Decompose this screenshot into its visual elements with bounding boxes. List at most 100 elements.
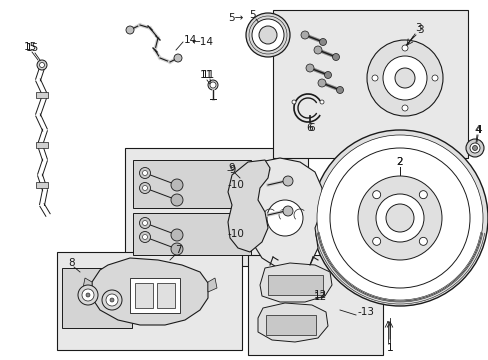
Circle shape [317,79,325,87]
Circle shape [301,31,308,39]
Text: 11: 11 [199,70,212,80]
Circle shape [86,293,90,297]
Bar [36,92,48,98]
Circle shape [283,206,292,216]
Circle shape [401,45,407,51]
Circle shape [371,75,377,81]
Circle shape [78,285,98,305]
Text: 7: 7 [174,245,181,255]
Circle shape [471,145,476,150]
Text: 4: 4 [474,125,480,135]
Bar [130,278,180,313]
Circle shape [469,143,479,153]
Polygon shape [92,258,207,325]
Text: 2: 2 [396,157,403,167]
Polygon shape [246,158,321,272]
Circle shape [385,204,413,232]
Text: -9: -9 [226,165,237,175]
Circle shape [106,294,118,306]
Bar [272,10,467,158]
Circle shape [171,229,183,241]
Circle shape [82,289,94,301]
Text: 11: 11 [201,70,214,80]
Circle shape [431,75,437,81]
Circle shape [366,40,442,116]
Circle shape [110,298,114,302]
Text: 15: 15 [23,42,37,52]
Circle shape [291,100,295,104]
Circle shape [336,86,343,94]
Circle shape [171,194,183,206]
Circle shape [259,26,276,44]
Text: 2: 2 [396,157,403,167]
Circle shape [316,135,482,301]
Circle shape [266,200,303,236]
Bar [247,255,382,355]
Circle shape [319,39,326,45]
Polygon shape [227,160,269,252]
Polygon shape [260,263,331,302]
Bar [62,268,132,328]
Circle shape [40,63,44,68]
Bar [133,213,250,255]
Bar [133,160,250,208]
Circle shape [174,54,182,62]
Text: 5: 5 [248,10,255,20]
Bar [57,252,242,350]
Text: -10: -10 [227,229,244,239]
Circle shape [357,176,441,260]
Circle shape [251,19,284,51]
Text: -10: -10 [227,180,244,190]
Text: 12: 12 [313,290,326,300]
Polygon shape [207,278,217,292]
Circle shape [139,217,150,229]
Circle shape [401,105,407,111]
Circle shape [329,148,469,288]
Circle shape [372,237,380,245]
Circle shape [372,191,380,199]
Circle shape [324,72,331,78]
Circle shape [465,139,483,157]
Circle shape [142,234,147,239]
Circle shape [142,185,147,190]
Circle shape [139,231,150,243]
Circle shape [375,194,423,242]
Text: 15: 15 [25,43,39,53]
Polygon shape [83,278,92,292]
Circle shape [332,54,339,60]
Circle shape [209,82,216,88]
Text: 4: 4 [475,125,481,135]
Text: ←14: ←14 [192,37,214,47]
Text: 5→: 5→ [228,13,244,23]
Text: -13: -13 [357,307,374,317]
Circle shape [382,56,426,100]
Bar [125,148,307,266]
Text: 12: 12 [313,292,326,302]
Circle shape [419,237,427,245]
Circle shape [37,60,47,70]
Text: 1: 1 [386,343,392,353]
Circle shape [102,290,122,310]
Circle shape [171,179,183,191]
Text: 6: 6 [306,123,313,133]
Text: 14: 14 [183,35,196,45]
Bar [157,283,175,308]
Text: 8: 8 [68,258,75,268]
Text: 9: 9 [228,163,235,173]
Bar [265,315,315,335]
Circle shape [207,80,218,90]
Bar [36,142,48,148]
Circle shape [419,191,427,199]
Text: 6: 6 [308,123,315,133]
Circle shape [126,26,134,34]
Text: 3: 3 [416,25,423,35]
Circle shape [171,243,183,255]
Circle shape [313,46,321,54]
Circle shape [139,183,150,194]
Circle shape [142,171,147,176]
Circle shape [394,68,414,88]
Bar [36,182,48,188]
Bar [267,275,323,295]
Bar [135,283,153,308]
Text: 1: 1 [386,343,392,353]
